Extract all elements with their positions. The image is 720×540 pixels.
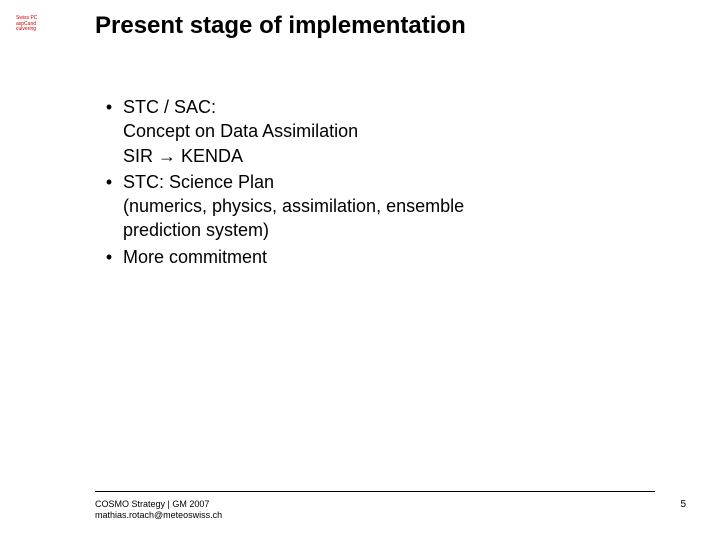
bullet-text: More commitment	[123, 245, 655, 269]
bullet-text: STC: Science Plan (numerics, physics, as…	[123, 170, 655, 243]
bullet-marker: •	[95, 95, 123, 119]
bullet-line: STC / SAC:	[123, 95, 655, 119]
bullet-line: Concept on Data Assimilation	[123, 119, 655, 143]
bullet-text: STC / SAC: Concept on Data Assimilation …	[123, 95, 655, 168]
footer-title: COSMO Strategy | GM 2007	[95, 499, 209, 509]
bullet-marker: •	[95, 170, 123, 194]
footer-email: mathias.rotach@meteoswiss.ch	[95, 510, 222, 520]
slide-title: Present stage of implementation	[95, 12, 466, 40]
bullet-item: • STC: Science Plan (numerics, physics, …	[95, 170, 655, 243]
bullet-line: SIR → KENDA	[123, 144, 655, 168]
bullet-line: More commitment	[123, 245, 655, 269]
header-logo: Swiss PC aspCand culvering	[16, 16, 37, 33]
bullet-line: (numerics, physics, assimilation, ensemb…	[123, 194, 655, 218]
logo-line: culvering	[16, 26, 36, 32]
bullet-line: prediction system)	[123, 218, 655, 242]
bullet-line: STC: Science Plan	[123, 170, 655, 194]
bullet-item: • STC / SAC: Concept on Data Assimilatio…	[95, 95, 655, 168]
bullet-marker: •	[95, 245, 123, 269]
page-number: 5	[680, 499, 686, 510]
footer-divider	[95, 491, 655, 492]
footer-left: COSMO Strategy | GM 2007 mathias.rotach@…	[95, 499, 222, 522]
bullet-item: • More commitment	[95, 245, 655, 269]
slide-body: • STC / SAC: Concept on Data Assimilatio…	[95, 95, 655, 271]
